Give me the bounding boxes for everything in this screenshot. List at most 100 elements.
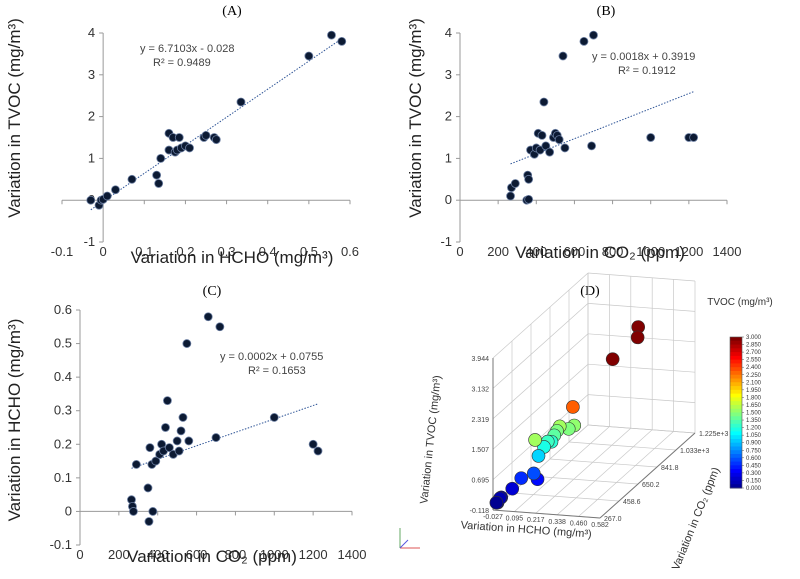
- data-point: [630, 330, 645, 345]
- panel-c-equation: y = 0.0002x + 0.0755: [220, 351, 323, 363]
- y-tick-label: 0.6: [54, 302, 72, 317]
- data-point: [554, 135, 564, 144]
- x-tick-label: 1200: [299, 547, 328, 562]
- data-point: [131, 460, 141, 469]
- y-tick-label: 1.225e+3: [699, 431, 728, 438]
- colorbar-tick-label: 2.400: [746, 365, 762, 371]
- data-point: [174, 446, 184, 456]
- data-point: [211, 433, 221, 442]
- panel-c-ylabel: Variation in HCHO (mg/m³): [5, 319, 24, 522]
- colorbar-tick-label: 1.950: [746, 388, 762, 394]
- data-point: [537, 131, 547, 140]
- data-point: [589, 30, 598, 40]
- colorbar-tick-label: 2.250: [746, 373, 762, 379]
- x-tick-label: 600: [564, 244, 586, 259]
- data-point: [304, 51, 314, 61]
- data-point: [102, 191, 112, 201]
- data-point: [524, 174, 534, 184]
- panel-c-label: (C): [203, 284, 222, 299]
- data-point: [506, 191, 515, 201]
- x-tick-label: 0: [456, 244, 463, 259]
- data-point: [154, 179, 164, 188]
- y-tick-label: 0.1: [54, 470, 72, 485]
- colorbar-tick-label: 1.050: [746, 433, 762, 439]
- y-tick-label: 0.5: [54, 336, 72, 351]
- x-tick-label: -0.027: [483, 514, 503, 521]
- x-tick-label: 0.1: [135, 244, 153, 259]
- z-tick-label: 2.319: [471, 417, 489, 424]
- y-tick-label: 0: [445, 192, 452, 207]
- colorbar-tick-label: 0.450: [746, 463, 762, 469]
- colorbar-tick-label: 0.300: [746, 471, 762, 477]
- z-tick-label: 0.695: [471, 478, 489, 485]
- data-point: [111, 185, 120, 195]
- colorbar-tick-label: 2.700: [746, 350, 762, 356]
- panel-c-xlabel: Variation in CO₂ (ppm): [127, 547, 297, 566]
- colorbar-tick-label: 0.000: [746, 486, 762, 492]
- panel-b-xlabel: Variation in CO₂ (ppm): [515, 243, 685, 262]
- data-point: [489, 495, 504, 510]
- panel-a-label: (A): [222, 4, 242, 19]
- y-tick-label: 841.8: [661, 465, 679, 472]
- x-tick-label: 0.5: [300, 244, 318, 259]
- data-point: [539, 97, 549, 107]
- data-point: [531, 449, 546, 463]
- data-point: [579, 36, 589, 46]
- panel-b-label: (B): [597, 4, 616, 19]
- panel-a-xlabel: Variation in HCHO (mg/m³): [131, 248, 334, 267]
- x-tick-label: 200: [108, 547, 130, 562]
- y-tick-label: 4: [445, 25, 452, 40]
- data-point: [337, 36, 347, 46]
- colorbar-tick-label: 1.800: [746, 395, 762, 401]
- x-tick-label: 1200: [674, 244, 703, 259]
- panel-b-ylabel: Variation in TVOC (mg/m³): [406, 18, 425, 218]
- data-point: [156, 153, 166, 163]
- data-point: [203, 312, 213, 322]
- x-tick-label: 400: [147, 547, 169, 562]
- x-tick-label: 600: [186, 547, 208, 562]
- y-tick-label: 3: [88, 67, 95, 82]
- data-point: [201, 131, 211, 140]
- x-tick-label: 0.338: [548, 519, 566, 526]
- data-point: [646, 133, 656, 142]
- data-point: [163, 396, 172, 406]
- panel-c-chart: (C) 0 200 400 600 800 1000 1200 1400 -0.1 0 0.1 0.2…: [5, 284, 366, 566]
- x-tick-label: 1000: [636, 244, 665, 259]
- z-tick-label: 3.132: [471, 386, 489, 393]
- data-point: [545, 147, 555, 157]
- y-tick-label: -1: [440, 234, 452, 249]
- colorbar-tick-label: 0.900: [746, 441, 762, 447]
- panel-d-label: (D): [580, 284, 600, 299]
- data-point: [151, 456, 161, 466]
- panel-c-r2: R² = 0.1653: [248, 365, 306, 377]
- data-point: [127, 174, 137, 184]
- data-point: [176, 426, 186, 436]
- x-tick-label: 0: [76, 547, 83, 562]
- x-tick-label: 0.217: [527, 517, 545, 524]
- y-tick-label: 3: [445, 67, 452, 82]
- colorbar-tick-label: 0.600: [746, 456, 762, 462]
- data-point: [605, 352, 620, 366]
- panel-d-grid-box: [492, 272, 696, 519]
- x-tick-label: 800: [225, 547, 247, 562]
- y-tick-label: 1: [445, 150, 452, 165]
- colorbar-tick-label: 2.850: [746, 343, 762, 349]
- y-tick-label: 2: [88, 109, 95, 124]
- panel-a-ylabel: Variation in TVOC (mg/m³): [5, 18, 24, 218]
- colorbar-tick-label: 1.200: [746, 426, 762, 432]
- data-point: [327, 30, 336, 40]
- axis-orientation-icon: [399, 528, 420, 549]
- data-point: [174, 133, 184, 142]
- colorbar-tick-label: 1.500: [746, 411, 762, 417]
- x-tick-label: 400: [525, 244, 547, 259]
- panel-a-r2: R² = 0.9489: [153, 57, 211, 69]
- x-tick-label: -0.1: [51, 244, 73, 259]
- data-point: [215, 322, 225, 332]
- x-tick-label: 800: [602, 244, 624, 259]
- y-tick-label: -0.1: [50, 537, 72, 552]
- data-point: [185, 143, 194, 153]
- x-tick-label: 1000: [260, 547, 289, 562]
- y-tick-label: 267.0: [604, 516, 622, 523]
